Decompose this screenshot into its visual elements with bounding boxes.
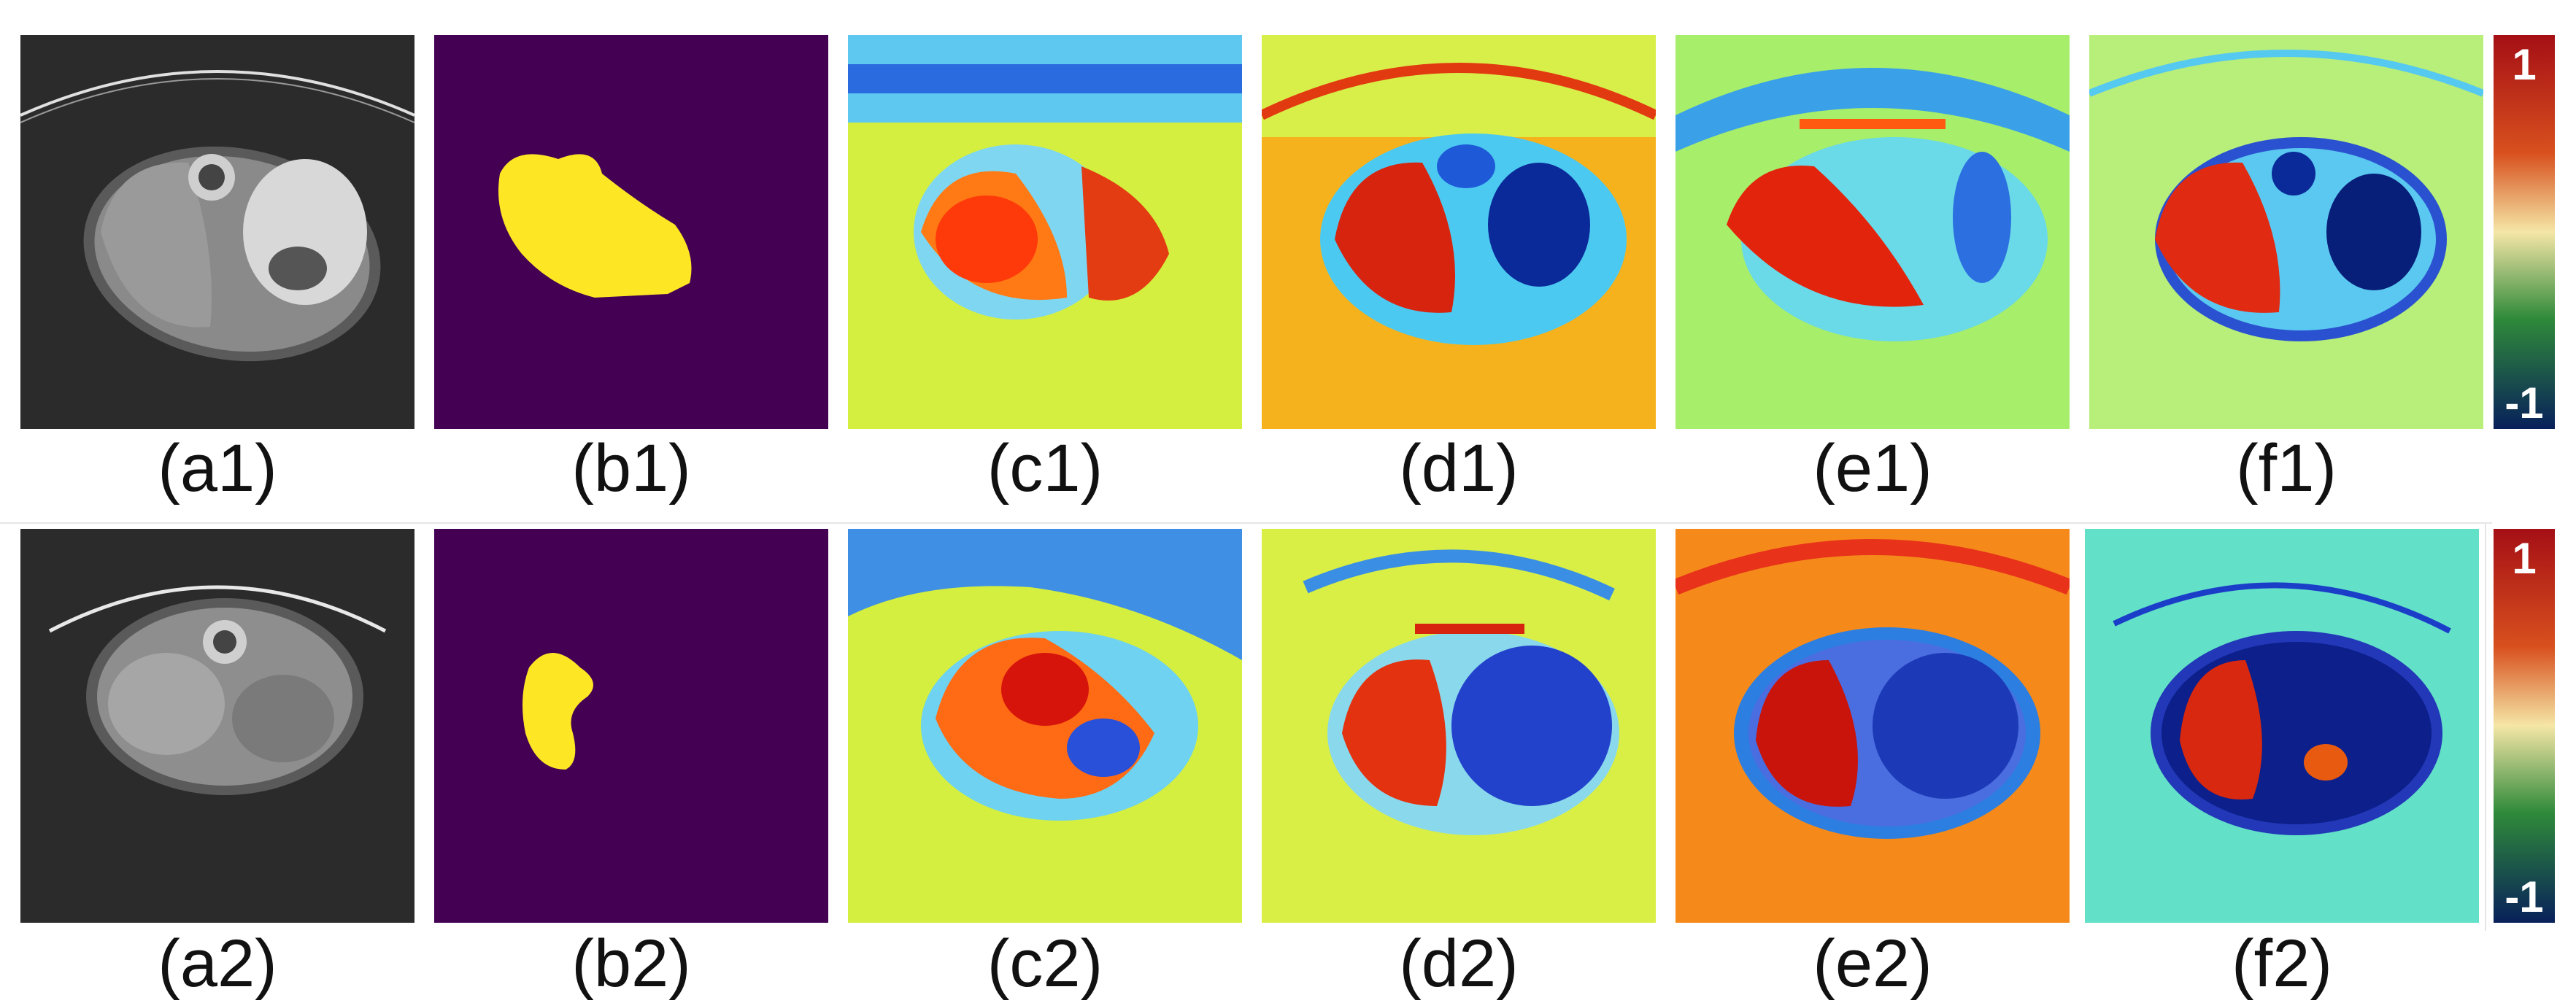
panel-label-c2: (c2) [987,926,1103,1001]
row-divider [0,522,2492,524]
panel-label-a1: (a1) [158,431,277,506]
panel-label-f1: (f1) [2236,431,2337,506]
colorbar-max-label: 1 [2512,534,2537,583]
heatmap-d2 [1262,529,1656,923]
right-divider [2485,522,2486,931]
heatmap-c1 [848,35,1242,429]
panel-label-e2: (e2) [1813,926,1932,1001]
heatmap-d1 [1262,35,1656,429]
panel-label-b1: (b1) [571,431,691,506]
panel-label-c1: (c1) [987,431,1103,506]
colorbar-row1: 1 -1 [2494,35,2555,429]
panel-label-d1: (d1) [1399,431,1519,506]
heatmap-c2 [848,529,1242,923]
heatmap-f1 [2089,35,2483,429]
colorbar-min-label: -1 [2504,872,2544,921]
heatmap-e1 [1675,35,2070,429]
colorbar-row2: 1 -1 [2494,529,2555,923]
ct-slice-a1 [20,35,414,429]
colorbar-min-label: -1 [2504,379,2544,427]
panel-label-d2: (d2) [1399,926,1519,1001]
panel-label-a2: (a2) [158,926,277,1001]
colorbar-max-label: 1 [2512,40,2537,89]
panel-label-b2: (b2) [571,926,691,1001]
heatmap-e2 [1675,529,2070,923]
panel-label-e1: (e1) [1813,431,1932,506]
ct-slice-a2 [20,529,414,923]
mask-b1 [434,35,828,429]
heatmap-f2 [2085,529,2479,923]
panel-label-f2: (f2) [2232,926,2332,1001]
mask-b2 [434,529,828,923]
